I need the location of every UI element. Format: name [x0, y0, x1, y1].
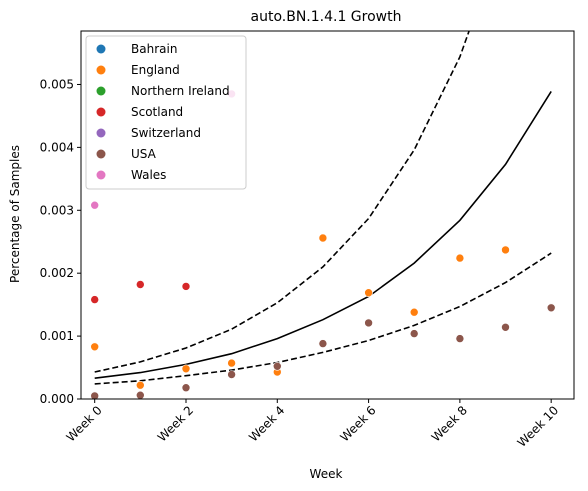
point-usa-10 [546, 303, 556, 313]
legend-marker-usa [96, 149, 106, 159]
point-usa-3 [227, 370, 236, 379]
y-tick-label-5: 0.005 [40, 77, 74, 91]
y-tick-label-2: 0.002 [40, 266, 74, 280]
point-england-0 [90, 342, 99, 352]
x-tick-label-3: Week 6 [337, 403, 378, 444]
point-scotland-2 [181, 282, 191, 291]
point-england-3 [227, 358, 236, 368]
point-england-1 [136, 380, 145, 390]
point-england-7 [409, 307, 419, 317]
point-usa-5 [318, 339, 328, 348]
point-england-6 [364, 288, 373, 298]
point-usa-6 [364, 318, 373, 328]
legend-box [85, 35, 247, 190]
y-axis-label: Percentage of Samples [8, 145, 22, 283]
legend-marker-bahrain [96, 44, 106, 54]
x-tick-label-4: Week 8 [429, 403, 470, 444]
legend-label-northern-ireland: Northern Ireland [131, 84, 230, 98]
point-england-5 [318, 233, 328, 243]
legend-label-wales: Wales [131, 168, 166, 182]
legend-label-england: England [131, 63, 180, 77]
point-usa-4 [272, 361, 282, 371]
point-scotland-1 [136, 280, 145, 289]
y-tick-label-3: 0.003 [40, 203, 74, 217]
legend-marker-northern-ireland [96, 86, 106, 96]
legend-marker-wales [96, 170, 106, 180]
x-tick-label-0: Week 0 [64, 403, 105, 444]
point-usa-0 [90, 391, 99, 399]
confidence-line-1 [94, 31, 470, 373]
legend-label-bahrain: Bahrain [131, 42, 177, 56]
point-england-8 [455, 253, 465, 263]
legend-marker-switzerland [96, 128, 106, 138]
point-england-2 [181, 364, 191, 374]
legend: Bahrain England Northern Ireland Scotland Sw… [85, 35, 247, 190]
point-wales-0 [90, 200, 99, 210]
x-axis-label: Week [310, 467, 343, 481]
point-usa-9 [501, 322, 510, 332]
legend-label-switzerland: Switzerland [131, 126, 201, 140]
chart-marks [90, 31, 556, 399]
point-england-9 [501, 245, 510, 255]
point-usa-8 [455, 334, 465, 343]
point-usa-7 [409, 329, 419, 338]
confidence-line-2 [94, 252, 552, 385]
point-usa-2 [181, 383, 191, 393]
legend-marker-scotland [96, 107, 106, 117]
chart-title: auto.BN.1.4.1 Growth [251, 9, 402, 25]
point-usa-1 [136, 390, 145, 399]
y-tick-label-4: 0.004 [40, 140, 74, 154]
y-tick-label-1: 0.001 [40, 329, 74, 343]
y-tick-label-0: 0.000 [40, 392, 74, 406]
plot-frame [80, 30, 575, 400]
legend-label-scotland: Scotland [131, 105, 183, 119]
x-tick-label-5: Week 10 [515, 403, 562, 450]
fit-line-0 [94, 90, 552, 379]
legend-label-usa: USA [131, 147, 157, 161]
x-tick-label-1: Week 2 [155, 403, 196, 444]
x-tick-label-2: Week 4 [246, 403, 287, 444]
legend-marker-england [96, 65, 106, 75]
point-scotland-0 [90, 295, 99, 304]
